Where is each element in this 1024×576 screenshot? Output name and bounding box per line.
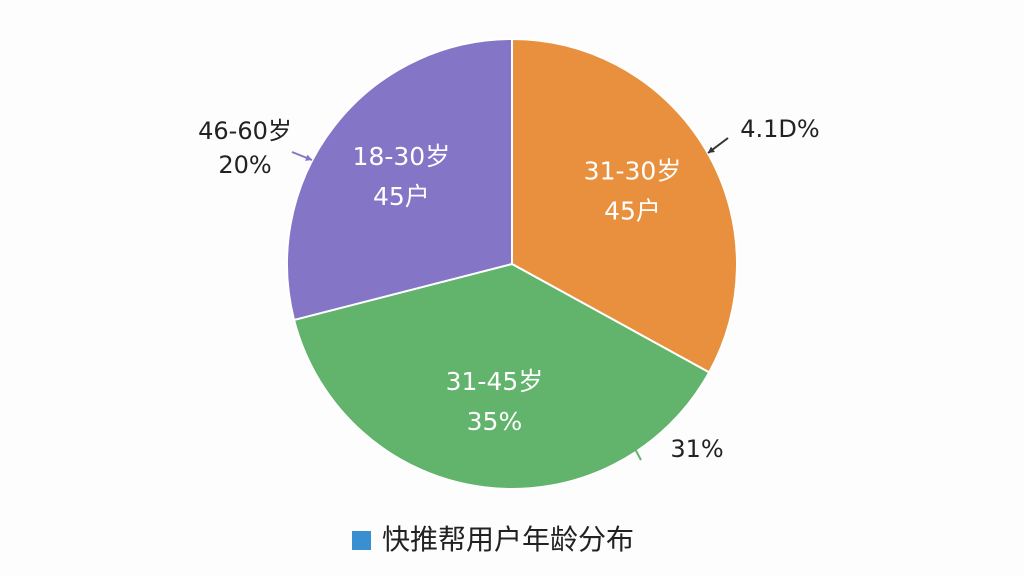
slice-category: 31-45岁 bbox=[446, 367, 544, 396]
arrow-head bbox=[305, 154, 312, 161]
chart-title: 快推帮用户年龄分布 bbox=[382, 523, 634, 556]
legend-swatch bbox=[352, 531, 371, 550]
slice-category: 31-30岁 bbox=[584, 157, 682, 186]
slice-label: 35% bbox=[467, 407, 523, 436]
pie-slice bbox=[286, 37, 513, 322]
arrow-head bbox=[708, 146, 715, 153]
slice-label: 45户 bbox=[373, 182, 430, 211]
arrow-head bbox=[627, 436, 634, 443]
pie-slice bbox=[292, 262, 711, 490]
annotation: 31% bbox=[670, 435, 723, 463]
slice-label: 45户 bbox=[604, 197, 661, 226]
annotation: 20% bbox=[218, 151, 271, 179]
pie-slice bbox=[511, 37, 738, 374]
slice-category: 18-30岁 bbox=[353, 142, 451, 171]
annotation: 46-60岁 bbox=[198, 117, 292, 145]
annotation: 4.1D% bbox=[740, 115, 819, 143]
